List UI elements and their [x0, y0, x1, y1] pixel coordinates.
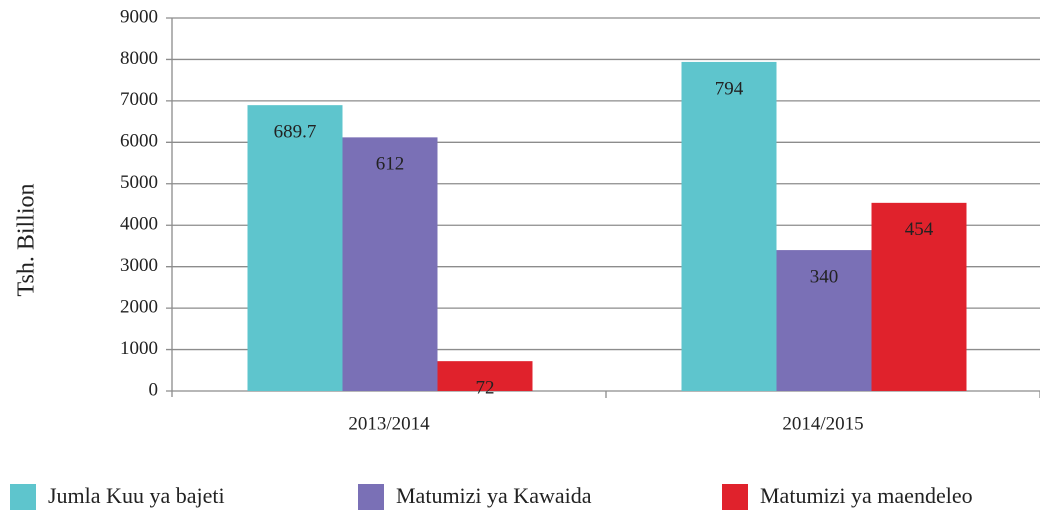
- y-axis-label: Tsh. Billion: [14, 183, 40, 296]
- y-tick-label: 9000: [120, 6, 158, 27]
- y-tick-label: 8000: [120, 48, 158, 69]
- x-tick-label: 2014/2015: [782, 413, 863, 434]
- data-label: 72: [476, 378, 495, 399]
- bar: [342, 137, 438, 391]
- y-tick-label: 5000: [120, 172, 158, 193]
- y-tick-label: 3000: [120, 255, 158, 276]
- bar: [681, 61, 777, 391]
- legend-label: Jumla Kuu ya bajeti: [48, 483, 225, 508]
- y-tick-label: 0: [149, 379, 159, 400]
- bar: [871, 202, 967, 391]
- y-tick-label: 4000: [120, 214, 158, 235]
- data-label: 340: [810, 266, 839, 287]
- y-tick-label: 6000: [120, 131, 158, 152]
- bar: [776, 250, 872, 391]
- legend-label: Matumizi ya Kawaida: [396, 483, 592, 508]
- y-tick-label: 2000: [120, 296, 158, 317]
- bar: [437, 361, 533, 391]
- legend-swatch: [722, 484, 748, 510]
- y-tick-label: 1000: [120, 338, 158, 359]
- data-label: 794: [715, 78, 744, 99]
- x-tick-label: 2013/2014: [348, 413, 430, 434]
- bar: [247, 105, 343, 392]
- legend-label: Matumizi ya maendeleo: [760, 483, 973, 508]
- data-label: 689.7: [274, 122, 317, 143]
- data-label: 612: [376, 154, 405, 175]
- y-tick-label: 7000: [120, 89, 158, 110]
- legend-swatch: [10, 484, 36, 510]
- data-label: 454: [905, 219, 934, 240]
- legend-swatch: [358, 484, 384, 510]
